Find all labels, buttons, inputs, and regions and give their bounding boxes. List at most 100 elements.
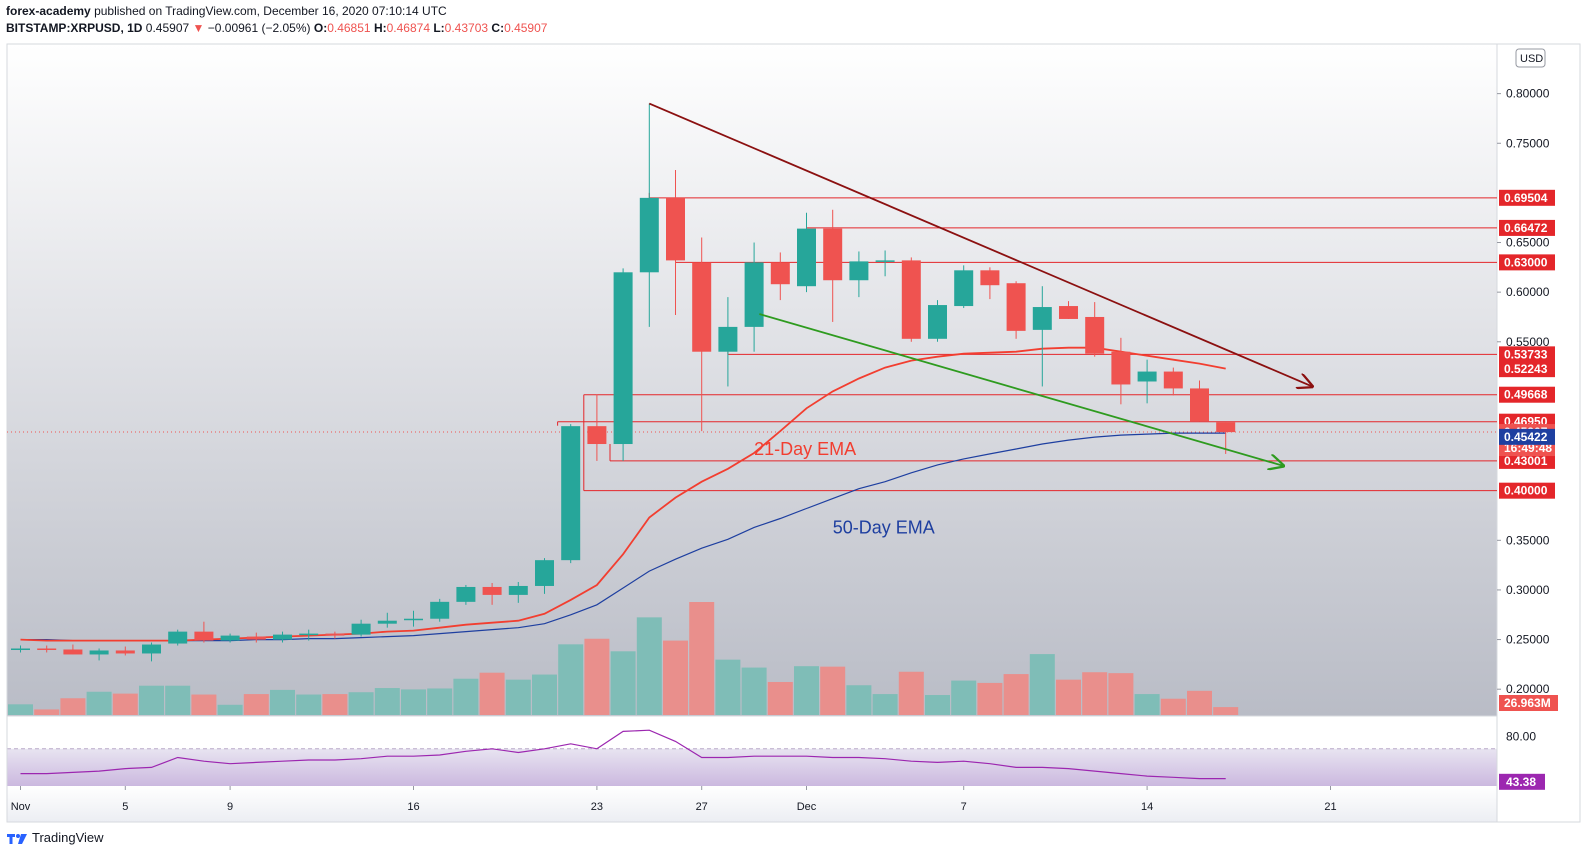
volume-bar <box>663 640 688 715</box>
candle-body <box>220 635 240 641</box>
price-tick-label: 0.75000 <box>1506 136 1550 150</box>
volume-bar <box>1082 672 1108 715</box>
candle-body <box>666 197 685 261</box>
candle-body <box>1085 316 1105 354</box>
candle-body <box>273 634 292 640</box>
volume-bar <box>479 672 505 715</box>
volume-bar <box>139 685 164 715</box>
open-value: 0.46851 <box>327 21 371 35</box>
high-value: 0.46874 <box>386 21 430 35</box>
chart-frame <box>6 43 1581 823</box>
low-label: L: <box>433 21 445 35</box>
candle-body <box>954 270 974 307</box>
time-tick-label: 23 <box>591 801 603 813</box>
candle-body <box>535 560 554 586</box>
tradingview-footer[interactable]: TradingView <box>6 830 104 845</box>
volume-bar <box>872 694 898 715</box>
volume-bar <box>1187 690 1212 715</box>
candle-body <box>482 586 502 595</box>
volume-bar <box>689 602 715 715</box>
candle-body <box>718 326 738 352</box>
level-price-label: 0.69504 <box>1504 191 1548 205</box>
candle-body <box>639 197 659 273</box>
price-pane-background <box>7 44 1497 716</box>
volume-bar <box>427 688 453 715</box>
volume-bar <box>741 667 767 715</box>
level-price-label: 0.66472 <box>1504 221 1548 235</box>
volume-bar <box>270 689 295 715</box>
candle-body <box>797 228 816 287</box>
volume-bar <box>610 651 636 715</box>
volume-bar <box>165 685 191 715</box>
volume-bar <box>348 692 374 715</box>
candle-body <box>325 633 345 636</box>
level-price-tag <box>1499 482 1555 499</box>
level-price-tag <box>1499 254 1555 271</box>
volume-bar <box>794 666 819 715</box>
time-tick-label: 21 <box>1324 801 1336 813</box>
volume-bar <box>401 689 426 715</box>
price-tick-label: 0.80000 <box>1506 87 1550 101</box>
volume-bar <box>584 638 610 715</box>
candle-body <box>744 262 764 327</box>
time-tick-label: 16 <box>407 801 419 813</box>
price-tick-label: 0.25000 <box>1506 633 1550 647</box>
volume-bar <box>453 678 479 715</box>
low-value: 0.43703 <box>444 21 489 35</box>
volume-bar <box>60 698 86 715</box>
time-tick-label: 27 <box>696 801 708 813</box>
rsi-line <box>20 729 1226 780</box>
volume-bar <box>191 694 217 715</box>
publisher-line: forex-academy published on TradingView.c… <box>6 4 447 18</box>
candle-body <box>692 262 712 352</box>
volume-bar <box>243 694 269 715</box>
volume-bar <box>1213 707 1239 715</box>
candle-body <box>928 305 947 339</box>
candle-body <box>37 648 57 651</box>
price-tick-label: 0.55000 <box>1506 335 1550 349</box>
time-tick-label: 9 <box>227 801 233 813</box>
level-price-tag <box>1499 386 1555 403</box>
candle-body <box>508 585 528 595</box>
published-text: published on TradingView.com, December 1… <box>94 4 447 18</box>
rsi-band <box>7 748 1497 786</box>
volume-label: 26.963M <box>1504 696 1551 710</box>
volume-bar <box>715 659 741 715</box>
symbol-name[interactable]: BITSTAMP:XRPUSD, 1D <box>6 21 143 35</box>
price-tick-label: 0.65000 <box>1506 236 1550 250</box>
candle-body <box>194 631 214 641</box>
candle-body <box>1032 307 1052 330</box>
candle-body <box>115 650 135 654</box>
last-price: 0.45907 <box>145 21 190 35</box>
level-price-tag <box>1499 361 1555 378</box>
candle-body <box>901 260 921 339</box>
level-price-tag <box>1499 219 1555 236</box>
volume-bar <box>951 680 977 715</box>
candle-body <box>168 631 188 644</box>
volume-bar <box>1029 654 1055 715</box>
time-tick-label: Dec <box>797 801 817 813</box>
candle-body <box>1216 422 1236 433</box>
level-price-tag <box>1499 346 1555 363</box>
volume-bar <box>1108 673 1134 715</box>
candle-body <box>89 650 109 655</box>
publisher-name[interactable]: forex-academy <box>6 4 91 18</box>
symbol-legend: BITSTAMP:XRPUSD, 1D 0.45907 ▼ −0.00961 (… <box>6 21 547 35</box>
volume-bar <box>532 674 557 715</box>
candle-body <box>875 260 895 262</box>
volume-bar <box>1134 694 1160 715</box>
volume-bar <box>925 695 950 715</box>
time-tick-label: 5 <box>122 801 128 813</box>
level-price-label: 0.49668 <box>1504 388 1548 402</box>
time-tick-label: Nov <box>11 801 31 813</box>
volume-bar <box>86 691 112 715</box>
price-tick-label: 0.20000 <box>1506 682 1550 696</box>
candle-body <box>11 648 30 651</box>
candle-body <box>980 270 1000 286</box>
candle-body <box>246 636 266 640</box>
level-price-label: 0.53733 <box>1504 347 1548 361</box>
volume-bar <box>34 709 60 715</box>
ema50-line <box>20 432 1226 642</box>
level-price-label: 0.40000 <box>1504 484 1548 498</box>
